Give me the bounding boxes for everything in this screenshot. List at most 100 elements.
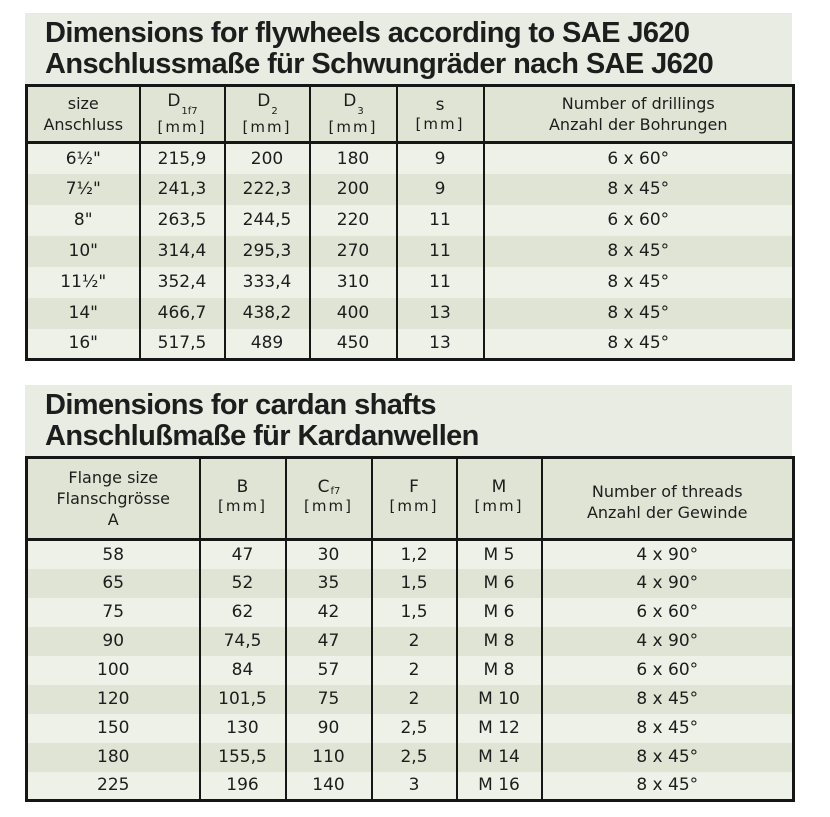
flywheel-header-row: size Anschluss D1f7 [mm] D2 [mm] bbox=[25, 85, 795, 144]
table-cell: M 6 bbox=[455, 568, 543, 598]
col-b-symbol: B bbox=[236, 477, 249, 497]
col-d1-unit: [mm] bbox=[157, 118, 207, 137]
table-cell: 74,5 bbox=[198, 626, 287, 656]
flywheel-col-drillings: Number of drillings Anzahl der Bohrungen bbox=[482, 85, 795, 144]
col-d3-symbol: D bbox=[343, 90, 357, 111]
table-cell: 9 bbox=[395, 173, 485, 205]
col-size-label-en: size bbox=[67, 94, 99, 113]
table-cell: 196 bbox=[198, 771, 287, 801]
table-cell: 180 bbox=[25, 742, 201, 772]
col-d2-unit: [mm] bbox=[242, 118, 292, 137]
table-cell: 314,4 bbox=[138, 235, 226, 267]
table-cell: 2,5 bbox=[370, 713, 458, 743]
cardan-title-de: Anschlußmaße für Kardanwellen bbox=[45, 420, 479, 452]
table-cell: M 6 bbox=[455, 597, 543, 627]
col-threads-label-de: Anzahl der Gewinde bbox=[586, 503, 748, 522]
table-cell: 180 bbox=[308, 142, 398, 174]
flywheel-table-body: 6½" 215,9 200 180 9 6 x 60° 7½" 241,3 222,3 200 9 8… bbox=[25, 142, 795, 360]
table-cell: 47 bbox=[284, 626, 373, 656]
table-cell: 6 x 60° bbox=[482, 204, 795, 236]
col-s-unit: [mm] bbox=[415, 114, 465, 133]
table-row: 7½" 241,3 222,3 200 9 8 x 45° bbox=[25, 173, 795, 205]
col-d2-subscript: 2 bbox=[271, 106, 278, 118]
table-cell: 75 bbox=[25, 597, 201, 627]
table-cell: 450 bbox=[308, 328, 398, 360]
table-cell: 84 bbox=[198, 655, 287, 685]
table-cell: 1,2 bbox=[370, 539, 458, 569]
table-cell: 215,9 bbox=[138, 142, 226, 174]
table-cell: M 10 bbox=[455, 684, 543, 714]
table-cell: 8 x 45° bbox=[540, 742, 795, 772]
col-s-symbol: s bbox=[435, 94, 445, 115]
table-cell: 1,5 bbox=[370, 568, 458, 598]
table-cell: 241,3 bbox=[138, 173, 226, 205]
table-cell: 47 bbox=[198, 539, 287, 569]
table-cell: 466,7 bbox=[138, 297, 226, 329]
table-cell: 9 bbox=[395, 142, 485, 174]
table-cell: 2 bbox=[370, 684, 458, 714]
flywheel-table: size Anschluss D1f7 [mm] D2 [mm] bbox=[25, 84, 795, 361]
flywheel-section-title: Dimensions for flywheels according to SA… bbox=[25, 13, 792, 84]
cardan-col-threads: Number of threads Anzahl der Gewinde bbox=[540, 457, 795, 541]
flywheel-col-d2: D2 [mm] bbox=[223, 85, 311, 144]
col-c-unit: [mm] bbox=[304, 497, 353, 515]
table-cell: 295,3 bbox=[223, 235, 311, 267]
col-flange-symbol: A bbox=[107, 510, 119, 529]
col-c-symbol: C bbox=[317, 477, 330, 497]
flywheel-col-d1: D1f7 [mm] bbox=[138, 85, 226, 144]
col-d2-symbol: D bbox=[257, 90, 271, 111]
col-threads-label-en: Number of threads bbox=[591, 482, 743, 501]
table-cell: 222,3 bbox=[223, 173, 311, 205]
table-cell: 4 x 90° bbox=[540, 568, 795, 598]
table-cell: 220 bbox=[308, 204, 398, 236]
table-cell: 310 bbox=[308, 266, 398, 298]
table-cell: 13 bbox=[395, 328, 485, 360]
table-cell: 2,5 bbox=[370, 742, 458, 772]
table-cell: 30 bbox=[284, 539, 373, 569]
table-cell: M 5 bbox=[455, 539, 543, 569]
table-cell: 6 x 60° bbox=[540, 597, 795, 627]
cardan-section: Dimensions for cardan shafts Anschlußmaß… bbox=[25, 385, 795, 802]
flywheel-col-size: size Anschluss bbox=[25, 85, 141, 144]
table-cell: 8" bbox=[25, 204, 141, 236]
col-b-unit: [mm] bbox=[218, 497, 267, 515]
table-cell: 438,2 bbox=[223, 297, 311, 329]
col-d3-unit: [mm] bbox=[328, 118, 378, 137]
cardan-col-f: F [mm] bbox=[370, 457, 458, 541]
flywheel-title-en: Dimensions for flywheels according to SA… bbox=[45, 17, 690, 49]
table-cell: 11½" bbox=[25, 266, 141, 298]
table-cell: 270 bbox=[308, 235, 398, 267]
table-cell: 4 x 90° bbox=[540, 626, 795, 656]
table-cell: 2 bbox=[370, 655, 458, 685]
table-cell: 42 bbox=[284, 597, 373, 627]
table-row: 14" 466,7 438,2 400 13 8 x 45° bbox=[25, 297, 795, 329]
table-row: 225 196 140 3 M 16 8 x 45° bbox=[25, 771, 795, 801]
table-cell: 150 bbox=[25, 713, 201, 743]
table-cell: 14" bbox=[25, 297, 141, 329]
table-cell: 57 bbox=[284, 655, 373, 685]
table-cell: 11 bbox=[395, 204, 485, 236]
cardan-title-en: Dimensions for cardan shafts bbox=[45, 389, 437, 421]
table-cell: 8 x 45° bbox=[540, 771, 795, 801]
table-cell: 10" bbox=[25, 235, 141, 267]
table-cell: 11 bbox=[395, 266, 485, 298]
flywheel-section: Dimensions for flywheels according to SA… bbox=[25, 13, 795, 361]
table-cell: 8 x 45° bbox=[540, 684, 795, 714]
col-size-label-de: Anschluss bbox=[43, 115, 124, 134]
table-cell: 155,5 bbox=[198, 742, 287, 772]
table-cell: 140 bbox=[284, 771, 373, 801]
table-cell: 517,5 bbox=[138, 328, 226, 360]
table-cell: 62 bbox=[198, 597, 287, 627]
table-cell: M 14 bbox=[455, 742, 543, 772]
table-cell: 90 bbox=[284, 713, 373, 743]
table-cell: 65 bbox=[25, 568, 201, 598]
table-cell: 4 x 90° bbox=[540, 539, 795, 569]
col-d3-subscript: 3 bbox=[357, 106, 364, 118]
